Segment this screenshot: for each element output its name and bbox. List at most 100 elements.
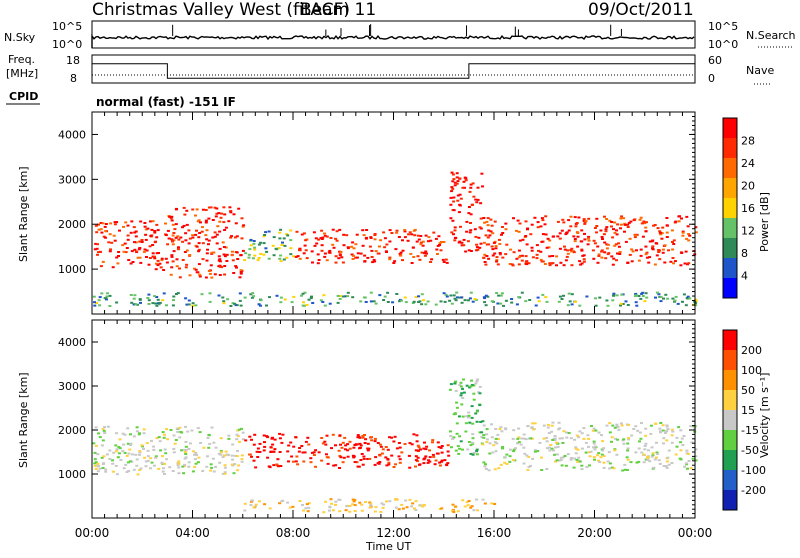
heatmap-cell <box>334 500 338 503</box>
heatmap-cell <box>269 446 273 449</box>
heatmap-cell <box>453 184 457 187</box>
heatmap-cell <box>142 432 146 435</box>
heatmap-cell <box>658 230 662 233</box>
heatmap-cell <box>415 440 419 443</box>
heatmap-cell <box>478 404 482 407</box>
heatmap-cell <box>478 246 482 249</box>
heatmap-cell <box>593 242 597 245</box>
heatmap-cell <box>351 296 355 299</box>
heatmap-cell <box>191 236 195 239</box>
heatmap-cell <box>181 465 185 468</box>
heatmap-cell <box>172 448 176 450</box>
heatmap-cell <box>672 239 676 242</box>
colorbar-swatch <box>723 450 737 471</box>
heatmap-cell <box>368 501 372 504</box>
heatmap-cell <box>373 440 377 443</box>
heatmap-cell <box>338 510 342 513</box>
heatmap-cell <box>462 238 466 241</box>
heatmap-cell <box>457 211 461 214</box>
heatmap-cell <box>504 299 508 302</box>
heatmap-cell <box>309 461 313 464</box>
heatmap-cell <box>521 238 525 241</box>
heatmap-cell <box>177 460 181 463</box>
heatmap-cell <box>501 447 504 450</box>
heatmap-cell <box>153 241 157 244</box>
heatmap-cell <box>541 233 545 236</box>
heatmap-cell <box>653 263 657 266</box>
heatmap-cell <box>414 449 418 452</box>
heatmap-cell <box>567 432 571 434</box>
heatmap-cell <box>388 258 392 261</box>
heatmap-cell <box>359 252 363 255</box>
x-axis-label: Time UT <box>365 540 411 553</box>
heatmap-cell <box>177 246 180 249</box>
heatmap-cell <box>252 242 256 245</box>
heatmap-cell <box>451 180 455 183</box>
heatmap-cell <box>550 424 554 427</box>
heatmap-cell <box>338 467 341 469</box>
heatmap-cell <box>608 422 612 425</box>
heatmap-cell <box>663 244 667 247</box>
heatmap-cell <box>113 239 117 242</box>
heatmap-cell <box>244 252 248 255</box>
heatmap-cell <box>307 443 311 446</box>
heatmap-cell <box>97 251 100 254</box>
heatmap-cell <box>673 300 676 303</box>
heatmap-cell <box>494 428 498 430</box>
heatmap-cell <box>416 444 420 447</box>
heatmap-cell <box>650 240 654 243</box>
heatmap-cell <box>166 438 170 441</box>
heatmap-cell <box>598 461 602 464</box>
heatmap-cell <box>662 442 665 445</box>
heatmap-cell <box>694 304 698 307</box>
heatmap-cell <box>117 251 121 253</box>
heatmap-cell <box>185 263 189 266</box>
heatmap-cell <box>125 247 129 249</box>
heatmap-cell <box>482 217 486 219</box>
heatmap-cell <box>587 237 590 240</box>
heatmap-cell <box>112 234 116 237</box>
heatmap-cell <box>610 436 614 439</box>
heatmap-cell <box>205 259 209 262</box>
heatmap-cell <box>223 273 227 276</box>
heatmap-cell <box>217 452 221 455</box>
heatmap-cell <box>150 439 153 442</box>
heatmap-cell <box>431 439 435 442</box>
heatmap-cell <box>159 449 163 452</box>
heatmap-cell <box>491 451 495 454</box>
heatmap-cell <box>491 254 495 257</box>
heatmap-cell <box>596 261 600 264</box>
heatmap-cell <box>656 453 660 455</box>
heatmap-cell <box>653 458 657 461</box>
heatmap-cell <box>352 455 356 458</box>
heatmap-cell <box>536 226 540 229</box>
heatmap-cell <box>325 259 329 262</box>
heatmap-cell <box>607 451 611 454</box>
heatmap-cell <box>168 466 172 469</box>
heatmap-cell <box>164 234 168 237</box>
heatmap-cell <box>223 466 227 469</box>
heatmap-cell <box>528 299 532 301</box>
heatmap-cell <box>460 392 464 395</box>
heatmap-cell <box>123 242 127 245</box>
heatmap-cell <box>92 442 96 445</box>
heatmap-cell <box>434 459 438 462</box>
heatmap-cell <box>352 500 356 503</box>
heatmap-cell <box>238 440 241 443</box>
heatmap-cell <box>371 261 375 264</box>
heatmap-cell <box>515 229 518 232</box>
heatmap-cell <box>129 442 133 445</box>
heatmap-cell <box>490 423 493 426</box>
heatmap-cell <box>205 455 209 458</box>
heatmap-cell <box>282 237 286 240</box>
heatmap-cell <box>522 462 526 465</box>
heatmap-cell <box>146 227 150 230</box>
heatmap-cell <box>97 465 101 468</box>
heatmap-cell <box>565 436 569 439</box>
heatmap-cell <box>194 462 198 465</box>
heatmap-cell <box>601 449 605 452</box>
heatmap-cell <box>608 467 612 470</box>
nsky-trace <box>91 24 695 48</box>
heatmap-cell <box>326 462 330 465</box>
heatmap-cell <box>173 442 177 445</box>
